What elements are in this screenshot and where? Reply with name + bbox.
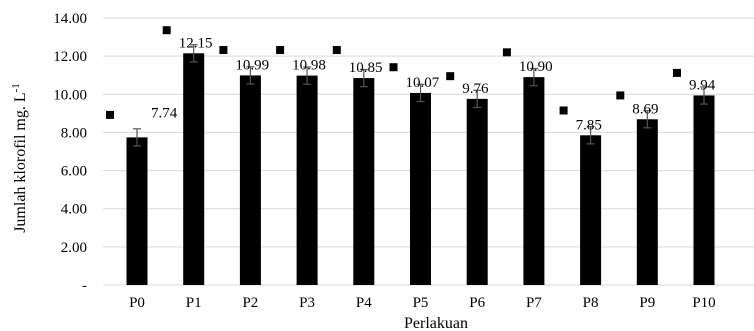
error-bar-p6 [473, 89, 482, 109]
markers [106, 26, 681, 119]
error-bars [133, 44, 708, 147]
x-tick-label: P10 [692, 295, 715, 311]
bar-p10 [693, 95, 715, 286]
marker-p0 [106, 110, 114, 119]
data-label-p7: 10.90 [519, 59, 553, 75]
y-tick-label: 12.00 [53, 49, 87, 65]
x-axis-ticks: P0 P1 P2 P3 P4 P5 P6 P7 P8 P9 P10 [129, 295, 716, 311]
y-tick-label: 4.00 [61, 202, 87, 218]
x-axis-label: Perlakuan [404, 315, 468, 331]
x-tick-label: P0 [129, 295, 145, 311]
marker-p7 [502, 48, 511, 57]
error-bar-p4 [359, 68, 368, 88]
error-bar-p10 [700, 86, 708, 105]
y-axis-label-main: Jumlah klorofil mg. L [12, 92, 29, 232]
y-tick-label: 2.00 [61, 240, 87, 256]
bar-p5 [410, 92, 431, 285]
y-axis-label-superscript: -1 [10, 83, 22, 92]
marker-p8 [559, 106, 568, 115]
bar-p0 [126, 137, 148, 285]
x-tick-label: P2 [242, 295, 258, 311]
x-tick-label: P3 [299, 295, 315, 311]
data-label-p2: 10.99 [235, 57, 269, 73]
data-label-p10: 9.94 [689, 77, 716, 93]
data-label-p6: 9.76 [462, 81, 489, 97]
marker-p1 [162, 26, 171, 35]
x-tick-label: P9 [639, 295, 655, 311]
y-tick-label: 10.00 [53, 87, 87, 103]
marker-p4 [332, 46, 341, 55]
bar-p4 [353, 78, 375, 285]
marker-p5 [389, 63, 398, 72]
data-label-p0: 7.74 [151, 105, 178, 121]
marker-p6 [446, 72, 455, 81]
data-label-p8: 7.85 [576, 117, 602, 133]
y-tick-label: 14.00 [53, 11, 87, 27]
error-bar-p2 [246, 66, 255, 85]
y-tick-label: - [82, 278, 87, 294]
x-tick-label: P8 [583, 295, 599, 311]
data-label-p4: 10.85 [349, 60, 383, 76]
data-label-p3: 10.98 [292, 58, 326, 74]
bar-p3 [296, 75, 318, 286]
y-tick-label: 8.00 [61, 125, 87, 141]
y-tick-label: 6.00 [61, 164, 87, 180]
error-bar-p5 [416, 83, 425, 103]
data-label-p9: 8.69 [632, 101, 658, 117]
y-axis-ticks: - 2.00 4.00 6.00 8.00 10.00 12.00 14.00 [53, 11, 87, 294]
bar-p6 [466, 98, 488, 285]
error-bar-p3 [303, 66, 312, 85]
data-labels: 7.74 12.15 10.99 10.98 10.85 10.07 9.76 10.90 7.… [151, 35, 716, 133]
bar-p9 [636, 119, 658, 285]
data-label-p5: 10.07 [406, 75, 440, 91]
marker-p9 [616, 91, 625, 100]
data-label-p1: 12.15 [179, 35, 213, 51]
marker-p2 [219, 46, 228, 55]
bar-p8 [580, 135, 602, 285]
error-bar-p7 [529, 67, 538, 87]
x-tick-label: P5 [413, 295, 429, 311]
bar-p7 [523, 77, 545, 285]
x-tick-label: P1 [186, 295, 202, 311]
x-tick-label: P6 [469, 295, 485, 311]
y-axis-label: Jumlah klorofil mg. L-1 [10, 83, 29, 233]
x-tick-label: P4 [356, 295, 372, 311]
x-tick-label: P7 [526, 295, 542, 311]
bar-p2 [239, 75, 261, 285]
bar-p1 [183, 53, 205, 286]
error-bar-p0 [133, 128, 141, 147]
error-bar-p8 [586, 126, 595, 145]
error-bar-p1 [189, 44, 198, 63]
marker-p3 [276, 46, 285, 55]
marker-p10 [673, 68, 681, 77]
error-bar-p9 [643, 110, 652, 129]
bars [126, 53, 715, 286]
